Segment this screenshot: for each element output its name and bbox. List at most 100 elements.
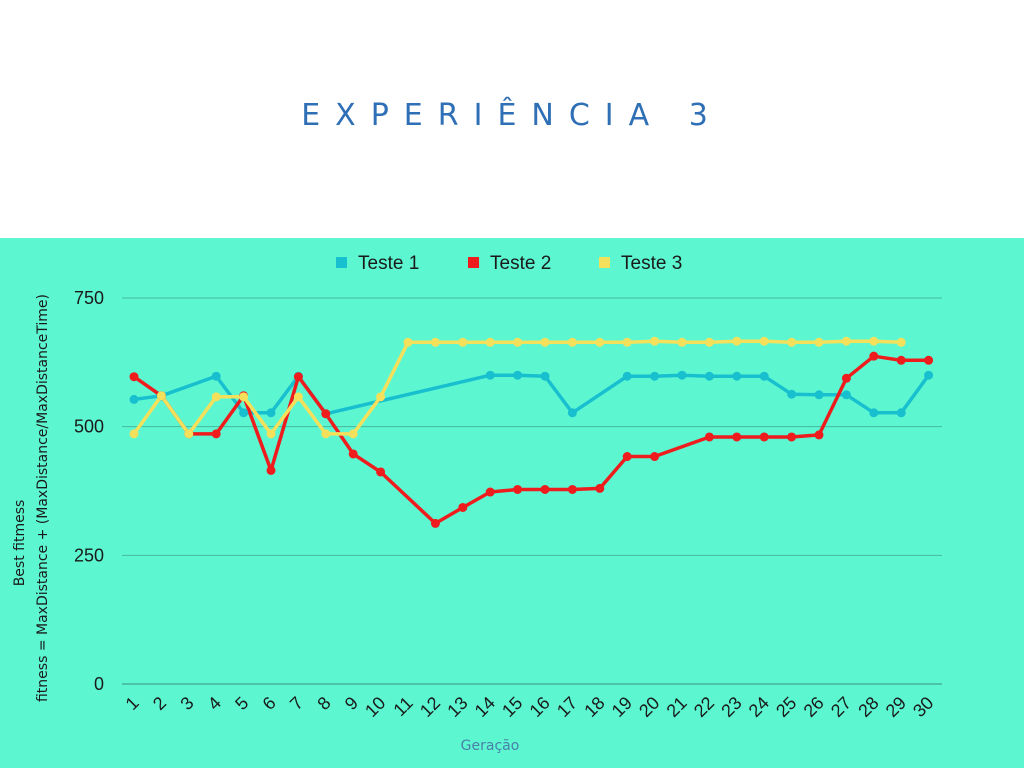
data-point-s3-8	[321, 429, 331, 439]
data-point-s3-5	[239, 392, 249, 402]
x-tick-13: 13	[443, 693, 471, 721]
data-point-s1-27	[841, 390, 851, 400]
data-point-s2-1	[129, 372, 139, 382]
data-point-s2-12	[430, 518, 440, 528]
data-point-s1-22	[704, 371, 714, 381]
data-point-s3-3	[184, 429, 194, 439]
x-tick-25: 25	[772, 693, 800, 721]
data-point-s3-10	[376, 392, 386, 402]
data-point-s2-15	[513, 484, 523, 494]
data-point-s2-10	[376, 467, 386, 477]
y-axis-ticks: 0 250 500 750	[74, 288, 104, 694]
data-point-s2-24	[759, 432, 769, 442]
x-axis-title: Geração	[461, 738, 520, 754]
data-point-s1-15	[513, 370, 523, 380]
data-point-s1-1	[129, 394, 139, 404]
data-point-s2-27	[841, 373, 851, 383]
data-point-s1-20	[650, 371, 660, 381]
data-point-s2-8	[321, 409, 331, 419]
data-point-s1-16	[540, 371, 550, 381]
y-tick-750: 750	[74, 288, 104, 308]
y-tick-250: 250	[74, 545, 104, 565]
data-point-s2-7	[293, 372, 303, 382]
data-point-s2-26	[814, 430, 824, 440]
x-tick-26: 26	[800, 693, 828, 721]
legend: Teste 1 Teste 2 Teste 3	[336, 253, 682, 274]
data-point-s3-9	[348, 429, 358, 439]
data-point-s1-21	[677, 370, 687, 380]
data-point-s1-28	[869, 408, 879, 418]
data-point-s3-27	[841, 336, 851, 346]
data-point-s3-4	[211, 392, 221, 402]
x-tick-18: 18	[580, 693, 608, 721]
x-axis-ticks: 1 2 3 4 5 6 7 8 9 10 11 12 13 14 15 16 17 18 19 20 21 22 23 24 2…	[122, 693, 938, 721]
data-point-s2-22	[704, 432, 714, 442]
data-point-s2-28	[869, 351, 879, 361]
x-tick-7: 7	[286, 693, 307, 714]
data-point-s3-28	[869, 336, 879, 346]
x-tick-27: 27	[827, 693, 855, 721]
x-tick-23: 23	[717, 693, 745, 721]
x-tick-6: 6	[259, 693, 280, 714]
x-tick-10: 10	[361, 693, 389, 721]
data-point-s2-25	[787, 432, 797, 442]
x-tick-28: 28	[854, 693, 882, 721]
data-point-s1-6	[266, 408, 276, 418]
data-point-s3-12	[430, 337, 440, 347]
x-tick-12: 12	[416, 693, 444, 721]
legend-swatch-1	[336, 257, 347, 268]
x-tick-29: 29	[882, 693, 910, 721]
data-point-s1-24	[759, 371, 769, 381]
x-tick-20: 20	[635, 693, 663, 721]
x-tick-17: 17	[553, 693, 581, 721]
data-point-s1-29	[896, 408, 906, 418]
y-axis-title-line-1: Best fitmess	[12, 500, 28, 587]
data-point-s3-16	[540, 337, 550, 347]
data-point-s3-26	[814, 337, 824, 347]
y-axis-title-line-2: fitness = MaxDistance + (MaxDistance/Max…	[35, 294, 51, 702]
series-points	[129, 336, 934, 528]
data-point-s3-22	[704, 337, 714, 347]
data-point-s1-17	[567, 408, 577, 418]
x-tick-24: 24	[745, 693, 773, 721]
data-point-s2-14	[485, 487, 495, 497]
data-point-s1-19	[622, 371, 632, 381]
data-point-s3-25	[787, 337, 797, 347]
x-tick-8: 8	[313, 693, 334, 714]
data-point-s3-18	[595, 337, 605, 347]
data-point-s2-29	[896, 355, 906, 365]
data-point-s3-19	[622, 337, 632, 347]
data-point-s2-17	[567, 484, 577, 494]
legend-swatch-2	[468, 257, 479, 268]
x-tick-21: 21	[663, 693, 691, 721]
data-point-s3-29	[896, 337, 906, 347]
data-point-s2-6	[266, 465, 276, 475]
data-point-s2-30	[924, 355, 934, 365]
data-point-s1-14	[485, 370, 495, 380]
data-point-s1-26	[814, 390, 824, 400]
data-point-s3-20	[650, 336, 660, 346]
series-line-2	[132, 354, 931, 526]
data-point-s2-4	[211, 429, 221, 439]
x-tick-15: 15	[498, 693, 526, 721]
legend-label-3: Teste 3	[621, 253, 682, 274]
data-point-s3-23	[732, 336, 742, 346]
series-line-3	[132, 339, 903, 436]
x-tick-22: 22	[690, 693, 718, 721]
grid-lines	[122, 297, 942, 685]
x-tick-2: 2	[149, 693, 170, 714]
data-point-s2-9	[348, 449, 358, 459]
data-point-s2-18	[595, 483, 605, 493]
data-point-s3-15	[513, 337, 523, 347]
data-point-s3-11	[403, 337, 413, 347]
data-point-s2-13	[458, 502, 468, 512]
data-point-s1-23	[732, 371, 742, 381]
data-point-s1-5	[239, 408, 249, 418]
data-point-s3-1	[129, 429, 139, 439]
data-point-s2-19	[622, 452, 632, 462]
data-point-s1-4	[211, 371, 221, 381]
y-tick-500: 500	[74, 417, 104, 437]
legend-label-1: Teste 1	[358, 253, 419, 274]
data-point-s1-30	[924, 370, 934, 380]
